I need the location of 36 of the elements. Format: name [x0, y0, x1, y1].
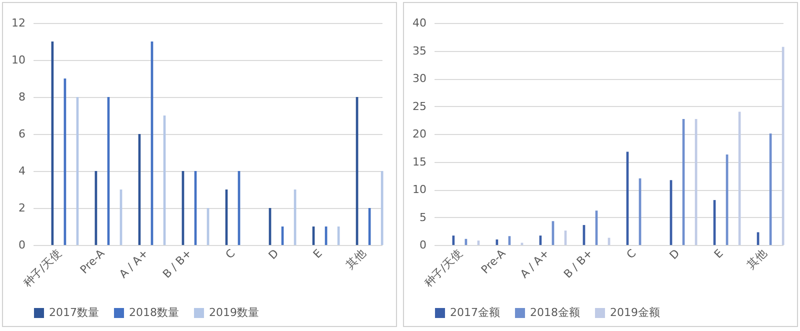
y-tick-label: 4: [18, 164, 26, 178]
y-tick-label: 20: [412, 128, 426, 140]
legend-label: 2018数量: [129, 306, 179, 319]
legend-label: 2017数量: [49, 306, 99, 319]
x-tick-label: D: [266, 246, 282, 262]
y-tick-label: 6: [18, 128, 26, 140]
y-tick-label: 25: [412, 100, 426, 113]
y-tick-label: 2: [18, 202, 26, 214]
x-tick-label: 其他: [344, 246, 368, 272]
y-tick-label: 35: [412, 44, 426, 58]
x-tick-label: B / B+: [561, 246, 596, 281]
x-tick-label: A / A+: [116, 246, 151, 281]
x-tick-label: 其他: [744, 246, 770, 272]
x-tick-label: B / B+: [160, 246, 194, 281]
legend-label: 2019金额: [610, 306, 660, 319]
y-tick-label: 10: [412, 183, 426, 196]
y-tick-label: 8: [18, 90, 26, 104]
y-tick-label: 0: [420, 238, 426, 252]
y-tick-label: 40: [412, 16, 426, 30]
y-tick-label: 15: [412, 155, 426, 168]
y-tick-label: 0: [18, 238, 26, 252]
y-tick-label: 5: [420, 210, 426, 224]
legend-label: 2018金额: [530, 306, 580, 319]
legend-label: 2017金额: [450, 306, 500, 319]
y-tick-label: 12: [12, 16, 26, 30]
x-tick-label: C: [624, 246, 639, 262]
y-tick-label: 30: [412, 72, 426, 85]
y-tick-label: 10: [12, 54, 26, 66]
x-tick-label: E: [712, 246, 726, 261]
bar: [782, 46, 784, 245]
bar: [380, 171, 384, 245]
x-tick-label: D: [667, 246, 682, 262]
x-tick-label: C: [223, 246, 238, 262]
x-tick-label: A / A+: [518, 246, 552, 281]
legend-label: 2019数量: [209, 306, 259, 319]
x-tick-label: E: [310, 246, 325, 261]
